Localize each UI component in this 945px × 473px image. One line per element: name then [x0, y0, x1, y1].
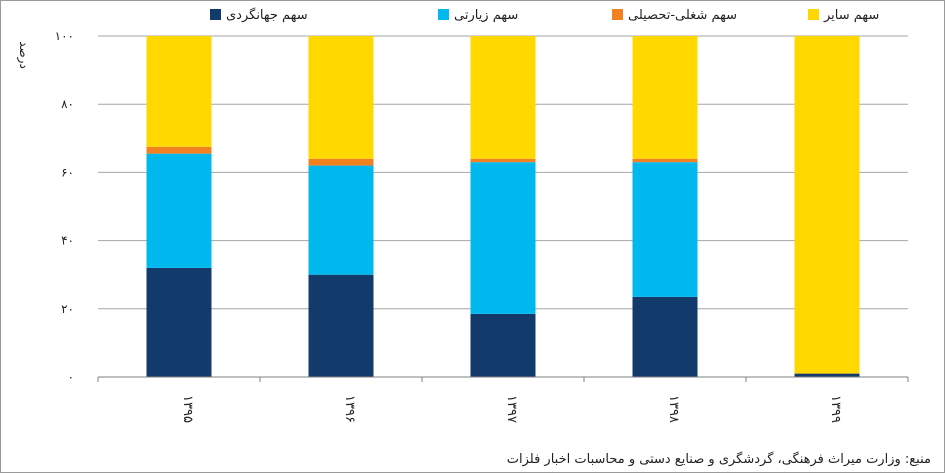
legend-swatch [612, 9, 623, 20]
bar-segment [470, 158, 536, 163]
bar-segment [794, 373, 860, 377]
y-tick-label: ۴۰ [61, 234, 74, 248]
x-axis-ticks: ۱۳۹۵ ۱۳۹۶ ۱۳۹۷ ۱۳۹۸ ۱۳۹۹ [97, 377, 909, 423]
legend-label: سهم شغلی-تحصیلی [628, 8, 737, 23]
bar-segment [146, 267, 212, 377]
legend-label: سهم سایر [823, 8, 879, 23]
y-axis-ticks: ۰ ۲۰ ۴۰ ۶۰ ۸۰ ۱۰۰ [55, 29, 74, 384]
bar-segment [632, 36, 698, 159]
legend: سهم جهانگردی سهم زیارتی سهم شغلی-تحصیلی سهم… [210, 7, 879, 23]
legend-label: سهم زیارتی [454, 8, 518, 23]
legend-swatch [808, 9, 819, 20]
bar-segment [146, 153, 212, 268]
x-tick-label: ۱۳۹۷ [504, 395, 519, 423]
bar-segment [308, 274, 374, 377]
bar-segment [632, 296, 698, 377]
bar-segment [632, 158, 698, 163]
bar-segment [470, 36, 536, 159]
legend-label: سهم جهانگردی [226, 7, 308, 23]
bar-segment [632, 162, 698, 297]
y-tick-label: ۶۰ [61, 165, 74, 179]
source-note: منبع: وزارت میراث فرهنگی، گردشگری و صنای… [506, 452, 931, 467]
bar-segment [146, 146, 212, 154]
bar-segment [470, 313, 536, 377]
y-tick-label: ۰ [68, 370, 74, 384]
legend-swatch [210, 9, 221, 20]
x-tick-label: ۱۳۹۵ [180, 395, 195, 423]
x-tick-label: ۱۳۹۹ [828, 395, 843, 423]
x-tick-label: ۱۳۹۶ [342, 395, 357, 423]
y-tick-label: ۸۰ [61, 97, 74, 111]
bar-segment [470, 162, 536, 314]
bar-segment [308, 36, 374, 159]
bar-segment [308, 158, 374, 166]
bar-segment [308, 165, 374, 275]
y-tick-label: ۲۰ [61, 302, 74, 316]
bar-segment [794, 36, 860, 374]
bars [146, 36, 860, 377]
legend-swatch [438, 9, 449, 20]
x-tick-label: ۱۳۹۸ [666, 395, 681, 423]
y-tick-label: ۱۰۰ [55, 29, 74, 43]
bar-segment [146, 36, 212, 147]
y-axis-label: درصد [16, 41, 31, 69]
